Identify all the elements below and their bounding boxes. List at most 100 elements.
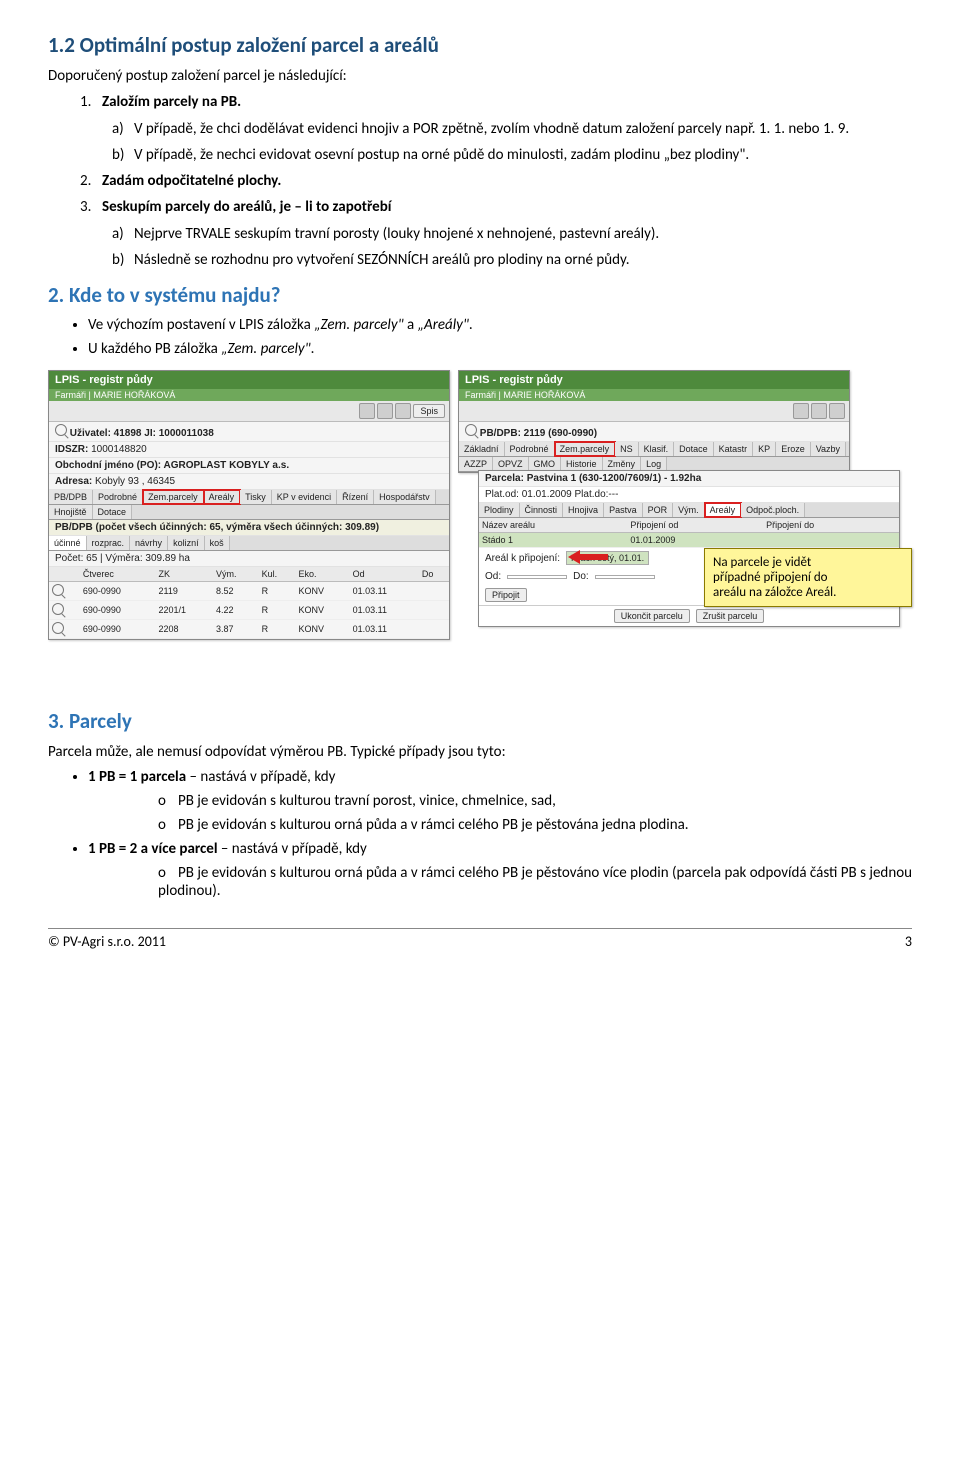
- search-icon[interactable]: [55, 424, 67, 436]
- tab[interactable]: Dotace: [674, 442, 714, 456]
- tab-tisky[interactable]: Tisky: [240, 490, 272, 504]
- section-1-2-intro: Doporučený postup založení parcel je nás…: [48, 66, 912, 86]
- tab-zemparcely[interactable]: Zem.parcely: [555, 442, 616, 456]
- left-table: ČtverecZKVým.Kul.Eko.OdDo 690-099021198.…: [49, 567, 449, 639]
- tab[interactable]: GMO: [529, 457, 562, 471]
- tab[interactable]: Katastr: [714, 442, 754, 456]
- tab-kp[interactable]: KP v evidenci: [272, 490, 337, 504]
- zrusit-button[interactable]: Zrušit parcelu: [696, 609, 765, 623]
- step-3b: b)Následně se rozhodnu pro vytvoření SEZ…: [112, 250, 912, 270]
- tab[interactable]: Plodiny: [479, 503, 520, 517]
- tab[interactable]: Hnojiva: [563, 503, 604, 517]
- page-footer: © PV-Agri s.r.o. 2011 3: [48, 928, 912, 950]
- sec2-bullet-2: U každého PB záložka „Zem. parcely".: [88, 340, 912, 358]
- right-tabs: Základní Podrobné Zem.parcely NS Klasif.…: [459, 442, 849, 457]
- left-panel: LPIS - registr půdy Farmáři | MARIE HOŘÁ…: [48, 370, 450, 640]
- tab[interactable]: Vým.: [673, 503, 705, 517]
- tab[interactable]: Základní: [459, 442, 505, 456]
- left-panel-sub: Farmáři | MARIE HOŘÁKOVÁ: [49, 389, 449, 401]
- step-2: 2.Zadám odpočitatelné plochy.: [80, 171, 912, 191]
- tab-pbdpb[interactable]: PB/DPB: [49, 490, 93, 504]
- tab[interactable]: Klasif.: [639, 442, 675, 456]
- tab-navrhy[interactable]: návrhy: [130, 536, 168, 550]
- sec3-bullet-1: 1 PB = 1 parcela – nastává v případě, kd…: [88, 768, 912, 834]
- search-icon[interactable]: [52, 584, 64, 596]
- sec2-bullet-1: Ve výchozím postavení v LPIS záložka „Ze…: [88, 316, 912, 334]
- tab[interactable]: Pastva: [604, 503, 643, 517]
- search-icon[interactable]: [52, 603, 64, 615]
- tab-dotace[interactable]: Dotace: [93, 505, 133, 519]
- tab-hosp[interactable]: Hospodářstv: [374, 490, 436, 504]
- tab-arealy[interactable]: Areály: [204, 490, 241, 504]
- left-tabs: PB/DPB Podrobné Zem.parcely Areály Tisky…: [49, 490, 449, 505]
- left-panel-title: LPIS - registr půdy: [49, 371, 449, 389]
- tab[interactable]: Odpoč.ploch.: [741, 503, 805, 517]
- pocet-row: Počet: 65 | Výměra: 309.89 ha: [49, 551, 449, 567]
- table-header: ČtverecZKVým.Kul.Eko.OdDo: [49, 567, 449, 582]
- adresa-row: Adresa: Kobyly 93 , 46345: [49, 474, 449, 490]
- tab[interactable]: Podrobné: [505, 442, 555, 456]
- footer-pagenum: 3: [905, 933, 912, 950]
- right-panel-sub: Farmáři | MARIE HOŘÁKOVÁ: [459, 389, 849, 401]
- footer-left: © PV-Agri s.r.o. 2011: [48, 933, 166, 950]
- tab-rozprac[interactable]: rozprac.: [87, 536, 131, 550]
- tab[interactable]: Změny: [603, 457, 642, 471]
- section-2-title: 2. Kde to v systému najdu?: [48, 282, 912, 308]
- tab-zemparcely[interactable]: Zem.parcely: [143, 490, 204, 504]
- tab-kos[interactable]: koš: [205, 536, 230, 550]
- obch-row: Obchodní jméno (PO): AGROPLAST KOBYLY a.…: [49, 458, 449, 474]
- table-row[interactable]: 690-099022083.87RKONV01.03.11: [49, 620, 449, 639]
- table-header: Název areáluPřipojení odPřipojení do: [479, 518, 899, 533]
- tab-hnojiste[interactable]: Hnojiště: [49, 505, 93, 519]
- step-1a: a)V případě, že chci dodělávat evidenci …: [112, 119, 912, 139]
- tab[interactable]: Log: [641, 457, 667, 471]
- toolbar-icon[interactable]: [811, 403, 827, 419]
- section-3-title: 3. Parcely: [48, 708, 912, 734]
- tab[interactable]: NS: [615, 442, 639, 456]
- bottom-buttons: Ukončit parcelu Zrušit parcelu: [479, 605, 899, 626]
- ukoncit-button[interactable]: Ukončit parcelu: [614, 609, 690, 623]
- search-icon[interactable]: [465, 424, 477, 436]
- sec3-b1-o1: oPB je evidován s kulturou travní porost…: [158, 792, 912, 810]
- tab-rizeni[interactable]: Řízení: [337, 490, 374, 504]
- parcela-title: Parcela: Pastvina 1 (630-1200/7609/1) - …: [479, 471, 899, 487]
- tab[interactable]: KP: [753, 442, 776, 456]
- section-3-intro: Parcela může, ale nemusí odpovídat výměr…: [48, 742, 912, 762]
- od-input[interactable]: [507, 575, 567, 579]
- idszr-row: IDSZR: 1000148820: [49, 442, 449, 458]
- table-row[interactable]: Stádo 101.01.2009: [479, 533, 899, 548]
- toolbar-icon[interactable]: [377, 403, 393, 419]
- right-panel: LPIS - registr půdy Farmáři | MARIE HOŘÁ…: [458, 370, 850, 473]
- tab[interactable]: POR: [643, 503, 674, 517]
- tab-ucinne[interactable]: účinné: [49, 536, 87, 550]
- tab[interactable]: OPVZ: [493, 457, 529, 471]
- spis-button[interactable]: Spis: [413, 404, 445, 418]
- toolbar-icon[interactable]: [359, 403, 375, 419]
- right-panel-title: LPIS - registr půdy: [459, 371, 849, 389]
- screenshots-area: LPIS - registr půdy Farmáři | MARIE HOŘÁ…: [48, 370, 912, 690]
- tab[interactable]: Vazby: [811, 442, 846, 456]
- tab[interactable]: Historie: [561, 457, 603, 471]
- sec3-bullet-2: 1 PB = 2 a více parcel – nastává v přípa…: [88, 840, 912, 900]
- callout-note: Na parcele je vidět případné připojení d…: [704, 548, 912, 607]
- toolbar-icon[interactable]: [793, 403, 809, 419]
- tab-arealy[interactable]: Areály: [705, 503, 742, 517]
- toolbar-icon[interactable]: [829, 403, 845, 419]
- section-1-2-title: 1.2 Optimální postup založení parcel a a…: [48, 32, 912, 58]
- do-input[interactable]: [595, 575, 655, 579]
- pripojit-button[interactable]: Připojit: [485, 588, 527, 602]
- tab-podrobne[interactable]: Podrobné: [93, 490, 143, 504]
- tab-kolizni[interactable]: kolizní: [168, 536, 205, 550]
- tab[interactable]: Činnosti: [520, 503, 564, 517]
- table-row[interactable]: 690-09902201/14.22RKONV01.03.11: [49, 601, 449, 620]
- table-row[interactable]: 690-099021198.52RKONV01.03.11: [49, 582, 449, 601]
- right-toolbar: [459, 401, 849, 422]
- pbdpb-summary: PB/DPB (počet všech účinných: 65, výměra…: [49, 520, 449, 536]
- toolbar-icon[interactable]: [395, 403, 411, 419]
- parcela-table: Název areáluPřipojení odPřipojení do Stá…: [479, 518, 899, 548]
- tab[interactable]: Eroze: [776, 442, 811, 456]
- user-row: Uživatel: 41898 JI: 1000011038: [49, 422, 449, 442]
- tab[interactable]: AZZP: [459, 457, 493, 471]
- left-tabs-3: účinné rozprac. návrhy kolizní koš: [49, 536, 449, 551]
- search-icon[interactable]: [52, 622, 64, 634]
